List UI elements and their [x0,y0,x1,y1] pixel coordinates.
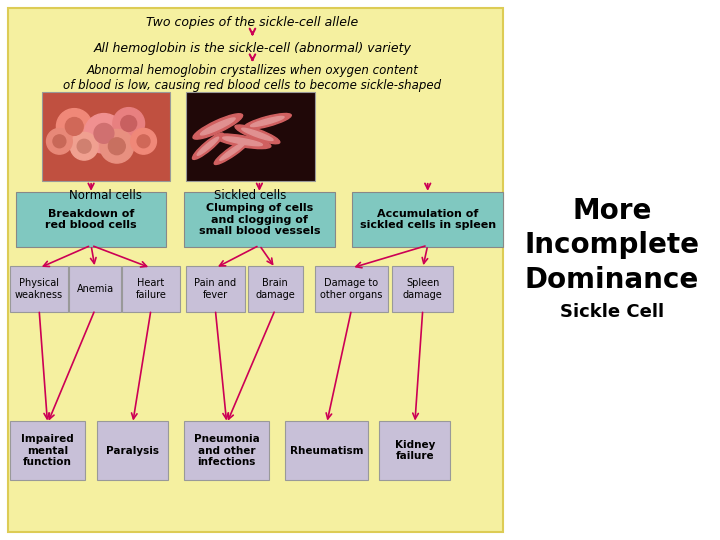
Circle shape [71,132,98,160]
Text: All hemoglobin is the sickle-cell (abnormal) variety: All hemoglobin is the sickle-cell (abnor… [94,42,411,55]
Text: Pain and
fever: Pain and fever [194,278,236,300]
Circle shape [121,116,137,131]
FancyBboxPatch shape [184,192,335,247]
Ellipse shape [235,125,280,144]
Circle shape [109,138,125,154]
Ellipse shape [242,128,273,140]
FancyBboxPatch shape [285,422,369,480]
Text: More: More [572,197,652,225]
Ellipse shape [243,113,292,130]
Ellipse shape [192,133,223,159]
FancyBboxPatch shape [122,266,180,312]
Ellipse shape [222,137,262,146]
Circle shape [94,124,114,143]
Text: Pneumonia
and other
infections: Pneumonia and other infections [194,434,260,467]
FancyBboxPatch shape [186,266,245,312]
Text: Physical
weakness: Physical weakness [15,278,63,300]
Text: Sickled cells: Sickled cells [215,189,287,202]
Text: Dominance: Dominance [525,266,699,294]
Text: Sickle Cell: Sickle Cell [559,302,664,321]
Text: Brain
damage: Brain damage [256,278,295,300]
Text: Accumulation of
sickled cells in spleen: Accumulation of sickled cells in spleen [360,208,496,230]
FancyBboxPatch shape [42,92,171,181]
Text: Spleen
damage: Spleen damage [403,278,443,300]
Circle shape [66,118,84,136]
Text: Heart
failure: Heart failure [135,278,166,300]
Text: Kidney
failure: Kidney failure [395,440,435,462]
FancyBboxPatch shape [10,266,68,312]
Text: Abnormal hemoglobin crystallizes when oxygen content
of blood is low, causing re: Abnormal hemoglobin crystallizes when ox… [63,64,441,92]
FancyBboxPatch shape [186,92,315,181]
Circle shape [53,135,66,148]
Text: Incomplete: Incomplete [524,231,699,259]
Ellipse shape [200,118,235,135]
Text: Paralysis: Paralysis [106,446,159,456]
Circle shape [84,113,124,153]
Text: Impaired
mental
function: Impaired mental function [21,434,74,467]
Text: Anemia: Anemia [76,284,114,294]
FancyBboxPatch shape [353,192,503,247]
Circle shape [113,107,145,139]
Ellipse shape [197,137,219,156]
Circle shape [77,139,91,153]
FancyBboxPatch shape [8,8,503,532]
FancyBboxPatch shape [315,266,388,312]
Text: Damage to
other organs: Damage to other organs [320,278,382,300]
Circle shape [47,129,72,154]
Text: Normal cells: Normal cells [69,189,143,202]
FancyBboxPatch shape [379,422,451,480]
Circle shape [131,129,156,154]
FancyBboxPatch shape [10,422,85,480]
Circle shape [100,130,134,163]
FancyBboxPatch shape [248,266,303,312]
Circle shape [56,109,92,144]
Ellipse shape [251,117,284,126]
Text: Breakdown of
red blood cells: Breakdown of red blood cells [45,208,137,230]
FancyBboxPatch shape [16,192,166,247]
FancyBboxPatch shape [392,266,454,312]
Circle shape [137,135,150,148]
Text: Clumping of cells
and clogging of
small blood vessels: Clumping of cells and clogging of small … [199,203,320,236]
Ellipse shape [215,138,251,165]
Text: Rheumatism: Rheumatism [290,446,364,456]
FancyBboxPatch shape [69,266,121,312]
Ellipse shape [215,134,271,148]
Ellipse shape [220,142,246,160]
FancyBboxPatch shape [97,422,168,480]
Ellipse shape [193,114,243,139]
FancyBboxPatch shape [184,422,269,480]
Text: Two copies of the sickle-cell allele: Two copies of the sickle-cell allele [146,16,359,29]
